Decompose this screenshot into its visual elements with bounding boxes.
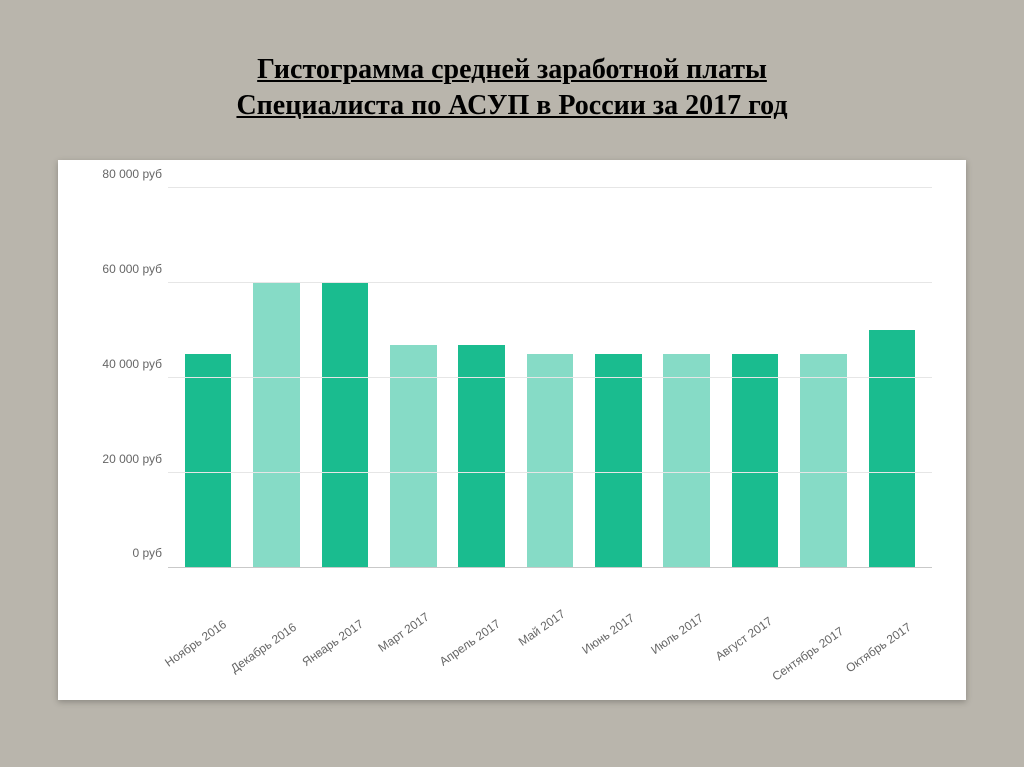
chart-bar-slot: [721, 188, 789, 567]
chart-xlabel-slot: Январь 2017: [311, 568, 379, 668]
chart-bar: [869, 330, 915, 567]
chart-bar-slot: [789, 188, 857, 567]
chart-ytick-label: 20 000 руб: [76, 452, 162, 466]
chart-xlabel-slot: Апрель 2017: [447, 568, 515, 668]
chart-bar: [663, 354, 709, 567]
chart-bar-slot: [447, 188, 515, 567]
chart-bar: [322, 283, 368, 567]
chart-xlabel-slot: Ноябрь 2016: [174, 568, 242, 668]
chart-ytick-label: 40 000 руб: [76, 357, 162, 371]
chart-gridline: [168, 472, 932, 473]
chart-bars: [168, 188, 932, 567]
chart-bar-slot: [379, 188, 447, 567]
chart-xlabel-slot: Июнь 2017: [584, 568, 652, 668]
chart-bar: [595, 354, 641, 567]
title-line-2: Специалиста по АСУП в России за 2017 год: [236, 90, 787, 121]
chart-bar: [732, 354, 778, 567]
chart-bar: [800, 354, 846, 567]
chart-bar: [253, 283, 299, 567]
slide-title: Гистограмма средней заработной платы Спе…: [58, 52, 966, 125]
chart-ytick-label: 80 000 руб: [76, 167, 162, 181]
chart-xlabel-slot: Май 2017: [516, 568, 584, 668]
chart-xlabel-slot: Сентябрь 2017: [789, 568, 857, 668]
chart-bar-slot: [516, 188, 584, 567]
chart-bar-slot: [653, 188, 721, 567]
chart-bar-slot: [584, 188, 652, 567]
chart-xlabel-slot: Декабрь 2016: [242, 568, 310, 668]
slide: Гистограмма средней заработной платы Спе…: [22, 24, 1002, 744]
chart-ytick-label: 0 руб: [76, 546, 162, 560]
chart-xtick-label: Октябрь 2017: [906, 576, 977, 631]
chart-bar-slot: [242, 188, 310, 567]
chart-bar-slot: [174, 188, 242, 567]
title-line-1: Гистограмма средней заработной платы: [257, 54, 767, 85]
chart-xlabel-slot: Октябрь 2017: [858, 568, 926, 668]
chart-gridline: [168, 282, 932, 283]
chart-gridline: [168, 187, 932, 188]
chart-bar: [185, 354, 231, 567]
chart-gridline: [168, 377, 932, 378]
chart-ytick-label: 60 000 руб: [76, 262, 162, 276]
chart-xlabel-slot: Июль 2017: [653, 568, 721, 668]
chart-plot-area: 0 руб20 000 руб40 000 руб60 000 руб80 00…: [168, 188, 932, 568]
chart-bar: [390, 345, 436, 568]
chart-bar: [527, 354, 573, 567]
chart-bar-slot: [311, 188, 379, 567]
chart-x-labels: Ноябрь 2016Декабрь 2016Январь 2017Март 2…: [168, 568, 932, 668]
chart-xlabel-slot: Март 2017: [379, 568, 447, 668]
chart-card: 0 руб 20 000 руб 40 000 руб 60 000 руб 80 00…: [58, 160, 966, 700]
chart-bar: [458, 345, 504, 568]
chart-xlabel-slot: Август 2017: [721, 568, 789, 668]
chart-bar-slot: [858, 188, 926, 567]
